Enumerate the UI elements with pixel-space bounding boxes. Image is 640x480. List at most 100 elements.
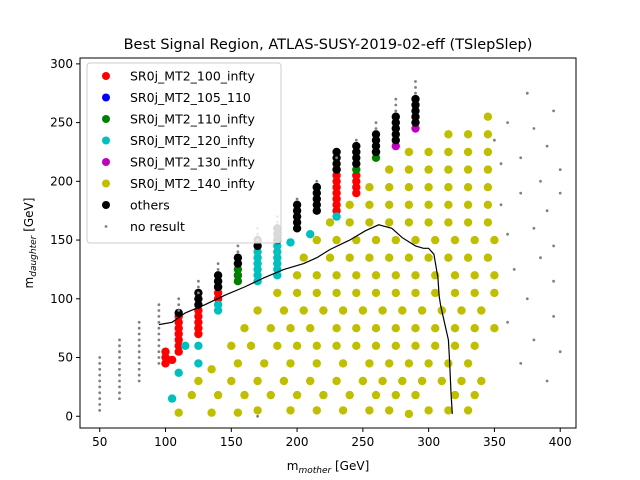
data-point-5-63 bbox=[358, 306, 368, 315]
series-SR0j_MT2_140_infty bbox=[174, 112, 499, 419]
legend-label-2: SR0j_MT2_110_infty bbox=[130, 112, 256, 127]
data-point-7-93 bbox=[552, 244, 555, 248]
data-point-5-153 bbox=[470, 288, 479, 298]
data-point-7-76 bbox=[506, 121, 509, 124]
data-point-7-20 bbox=[118, 338, 121, 342]
x-tick-label-150: 150 bbox=[220, 435, 243, 449]
data-point-5-14 bbox=[253, 376, 262, 386]
data-point-5-9 bbox=[233, 359, 243, 368]
data-point-0-1 bbox=[161, 353, 170, 362]
data-point-5-101 bbox=[411, 390, 420, 400]
data-point-5-25 bbox=[286, 324, 295, 333]
data-point-5-151 bbox=[470, 341, 479, 350]
data-point-0-27 bbox=[332, 171, 341, 180]
data-point-6-21 bbox=[312, 194, 321, 204]
legend-marker-6 bbox=[102, 201, 110, 209]
data-point-5-22 bbox=[279, 306, 289, 315]
data-point-3-11 bbox=[253, 253, 262, 262]
data-point-5-96 bbox=[404, 218, 414, 227]
data-point-3-0 bbox=[167, 394, 177, 403]
data-point-3-20 bbox=[306, 230, 315, 239]
data-point-7-91 bbox=[552, 315, 555, 318]
data-point-5-42 bbox=[325, 253, 335, 262]
data-point-7-3 bbox=[98, 391, 102, 395]
data-point-7-80 bbox=[519, 156, 523, 160]
data-point-5-61 bbox=[352, 235, 361, 245]
data-point-5-54 bbox=[345, 253, 354, 262]
data-point-5-37 bbox=[312, 288, 321, 298]
data-point-5-21 bbox=[279, 376, 289, 386]
data-point-0-11 bbox=[194, 329, 203, 339]
data-point-5-44 bbox=[332, 376, 341, 386]
data-point-5-119 bbox=[431, 288, 440, 298]
data-point-0-30 bbox=[352, 183, 361, 192]
data-point-5-19 bbox=[273, 341, 282, 350]
data-point-3-1 bbox=[174, 368, 183, 377]
data-point-5-103 bbox=[411, 324, 420, 333]
data-point-5-139 bbox=[457, 376, 466, 386]
data-point-5-56 bbox=[345, 200, 354, 209]
legend-marker-0 bbox=[102, 72, 110, 80]
data-point-3-6 bbox=[213, 300, 223, 309]
data-point-6-43 bbox=[411, 106, 420, 116]
data-point-5-108 bbox=[417, 306, 427, 315]
data-point-7-18 bbox=[118, 350, 121, 354]
data-point-7-47 bbox=[197, 285, 200, 289]
data-point-5-6 bbox=[227, 376, 236, 386]
data-point-5-72 bbox=[371, 324, 381, 333]
data-point-6-38 bbox=[391, 124, 400, 133]
x-tick-label-400: 400 bbox=[549, 435, 572, 449]
data-point-7-31 bbox=[137, 320, 141, 324]
data-point-0-29 bbox=[352, 188, 361, 198]
data-point-5-114 bbox=[424, 183, 433, 192]
data-point-7-19 bbox=[118, 344, 121, 348]
data-point-5-58 bbox=[352, 324, 361, 333]
data-point-6-16 bbox=[292, 212, 302, 221]
data-point-7-37 bbox=[157, 332, 161, 336]
data-point-7-62 bbox=[354, 138, 358, 142]
data-point-7-50 bbox=[216, 262, 220, 265]
data-point-3-12 bbox=[253, 247, 262, 256]
data-point-3-2 bbox=[181, 341, 190, 350]
data-point-0-32 bbox=[352, 171, 361, 180]
data-point-7-22 bbox=[137, 373, 141, 377]
data-point-7-16 bbox=[118, 362, 121, 365]
data-point-5-113 bbox=[424, 200, 433, 209]
data-point-5-30 bbox=[299, 306, 308, 315]
data-point-5-132 bbox=[444, 130, 453, 139]
data-point-5-142 bbox=[463, 359, 473, 368]
data-point-6-18 bbox=[292, 200, 302, 209]
plot-frame bbox=[79, 57, 577, 429]
data-point-7-0 bbox=[98, 409, 102, 412]
data-point-5-66 bbox=[365, 253, 374, 262]
data-point-5-75 bbox=[371, 235, 381, 245]
data-point-5-141 bbox=[463, 406, 473, 415]
data-point-5-15 bbox=[253, 306, 262, 315]
legend-marker-3 bbox=[102, 136, 110, 145]
data-point-7-65 bbox=[394, 109, 398, 113]
data-point-3-4 bbox=[194, 341, 203, 350]
data-point-7-52 bbox=[236, 244, 240, 248]
data-point-5-11 bbox=[240, 324, 249, 333]
data-point-7-44 bbox=[177, 303, 181, 307]
data-point-5-160 bbox=[483, 200, 493, 209]
chart-title: Best Signal Region, ATLAS-SUSY-2019-02-e… bbox=[124, 37, 533, 53]
data-point-7-12 bbox=[118, 385, 121, 389]
data-point-5-149 bbox=[463, 130, 473, 139]
data-point-5-165 bbox=[483, 112, 493, 121]
x-tick-label-300: 300 bbox=[417, 435, 440, 449]
data-point-5-109 bbox=[424, 406, 433, 415]
data-point-6-37 bbox=[391, 130, 400, 139]
y-tick-label-50: 50 bbox=[58, 351, 73, 365]
legend-marker-2 bbox=[102, 115, 110, 123]
data-point-5-126 bbox=[444, 253, 453, 262]
data-point-6-42 bbox=[411, 112, 420, 121]
legend-label-6: others bbox=[130, 198, 170, 213]
data-point-5-140 bbox=[457, 306, 466, 315]
data-point-5-5 bbox=[213, 390, 223, 400]
data-point-0-17 bbox=[213, 288, 223, 298]
data-point-5-137 bbox=[450, 271, 460, 280]
data-point-7-97 bbox=[558, 168, 562, 172]
data-point-3-17 bbox=[273, 247, 282, 256]
data-point-0-6 bbox=[174, 335, 183, 345]
